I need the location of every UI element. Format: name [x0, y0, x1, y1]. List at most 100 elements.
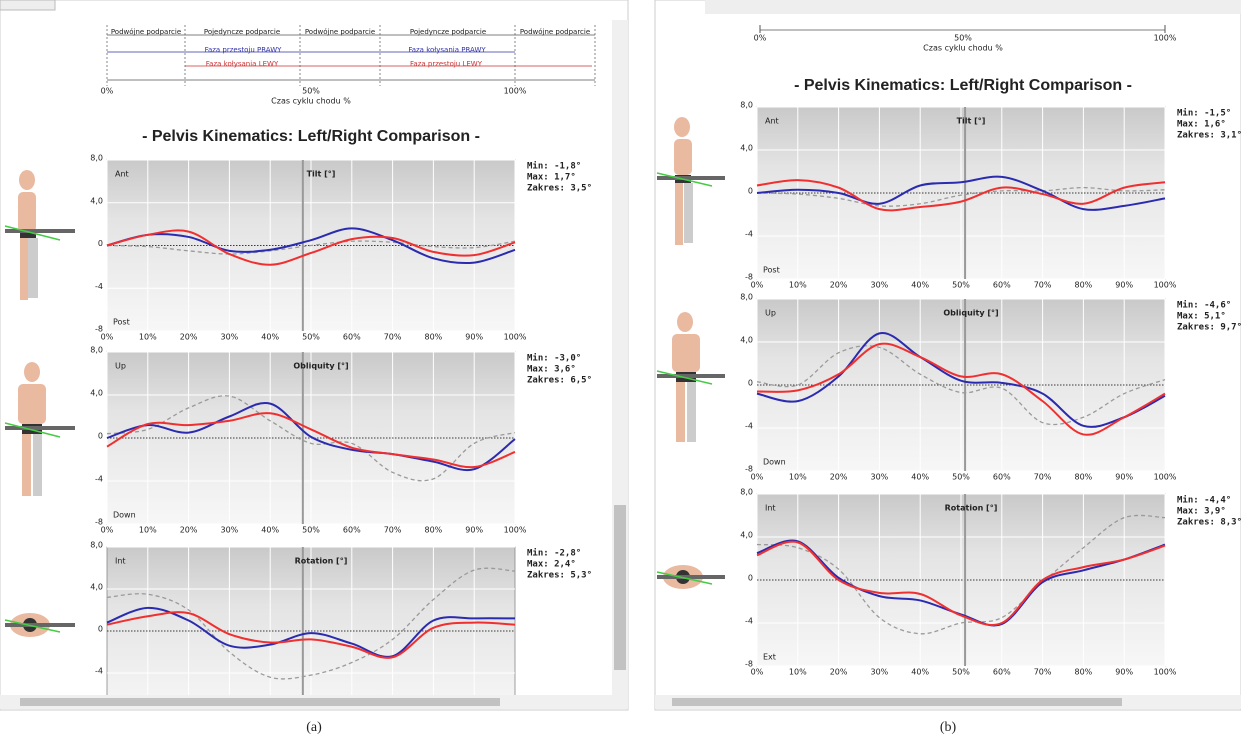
stat-label: Max: 3,9°	[1177, 507, 1226, 517]
direction-label: Int	[115, 557, 126, 566]
cycle-tick: 50%	[954, 34, 972, 43]
stat-label: Max: 5,1°	[1177, 312, 1226, 322]
stat-label: Max: 1,7°	[527, 173, 576, 183]
direction-label: Down	[763, 458, 786, 467]
direction-label: Post	[763, 266, 780, 275]
x-tick-label: 100%	[504, 333, 527, 342]
y-tick-label: 0	[748, 379, 753, 388]
x-tick-label: 80%	[1075, 668, 1093, 677]
x-tick-label: 20%	[830, 281, 848, 290]
direction-label: Up	[765, 309, 776, 318]
tab[interactable]	[0, 0, 55, 10]
x-tick-label: 20%	[180, 526, 198, 535]
x-tick-label: 70%	[1034, 281, 1052, 290]
x-tick-label: 0%	[101, 526, 114, 535]
x-tick-label: 80%	[425, 526, 443, 535]
x-tick-label: 90%	[1115, 473, 1133, 482]
chart-title: Obliquity [°]	[943, 309, 998, 318]
x-tick-label: 30%	[871, 281, 889, 290]
y-tick-label: -8	[95, 518, 103, 527]
x-tick-label: 40%	[911, 281, 929, 290]
direction-label: Ext	[763, 653, 776, 662]
phase-label: Faza kołysania LEWY	[206, 60, 279, 68]
x-tick-label: 0%	[751, 668, 764, 677]
stat-label: Zakres: 5,3°	[527, 571, 592, 581]
x-tick-label: 40%	[261, 526, 279, 535]
cycle-tick: 100%	[504, 87, 527, 96]
panel-title: - Pelvis Kinematics: Left/Right Comparis…	[142, 128, 480, 145]
chart-title: Obliquity [°]	[293, 362, 348, 371]
stat-label: Zakres: 8,3°	[1177, 518, 1241, 528]
direction-label: Ant	[765, 117, 779, 126]
x-tick-label: 50%	[302, 333, 320, 342]
stat-label: Zakres: 6,5°	[527, 376, 592, 386]
x-tick-label: 30%	[871, 668, 889, 677]
scroll-thumb[interactable]	[672, 698, 1122, 706]
y-tick-label: 4,0	[90, 583, 103, 592]
y-tick-label: 4,0	[90, 196, 103, 205]
x-tick-label: 10%	[789, 473, 807, 482]
y-tick-label: -4	[745, 422, 753, 431]
x-tick-label: 70%	[384, 333, 402, 342]
x-tick-label: 100%	[1154, 473, 1177, 482]
y-tick-label: 0	[748, 187, 753, 196]
y-tick-label: 8,0	[90, 154, 103, 163]
y-tick-label: 8,0	[740, 101, 753, 110]
x-tick-label: 80%	[425, 333, 443, 342]
x-tick-label: 50%	[302, 526, 320, 535]
direction-label: Int	[765, 504, 776, 513]
x-tick-label: 90%	[465, 526, 483, 535]
y-tick-label: 4,0	[740, 531, 753, 540]
cycle-tick: 0%	[754, 34, 767, 43]
panel-title: - Pelvis Kinematics: Left/Right Comparis…	[794, 77, 1132, 94]
x-tick-label: 30%	[221, 526, 239, 535]
x-tick-label: 90%	[1115, 281, 1133, 290]
y-tick-label: 0	[98, 432, 103, 441]
x-tick-label: 60%	[993, 668, 1011, 677]
y-tick-label: 0	[98, 239, 103, 248]
stat-label: Min: -4,4°	[1177, 495, 1231, 506]
cycle-tick: 50%	[302, 87, 320, 96]
stat-label: Zakres: 3,1°	[1177, 131, 1241, 141]
x-tick-label: 20%	[830, 668, 848, 677]
cycle-tick: 100%	[1154, 34, 1177, 43]
x-tick-label: 10%	[789, 281, 807, 290]
x-tick-label: 50%	[952, 473, 970, 482]
figure: Podwójne podparcie Pojedyncze podparcie …	[0, 0, 1241, 745]
x-tick-label: 100%	[1154, 668, 1177, 677]
y-tick-label: -8	[745, 465, 753, 474]
x-tick-label: 80%	[1075, 281, 1093, 290]
x-tick-label: 0%	[101, 333, 114, 342]
scroll-thumb[interactable]	[20, 698, 500, 706]
x-tick-label: 40%	[261, 333, 279, 342]
caption: (b)	[940, 720, 957, 735]
x-tick-label: 30%	[221, 333, 239, 342]
y-tick-label: 0	[748, 574, 753, 583]
cycle-axis-label: Czas cyklu chodu %	[923, 44, 1003, 53]
direction-label: Ant	[115, 170, 129, 179]
x-tick-label: 100%	[1154, 281, 1177, 290]
x-tick-label: 10%	[139, 333, 157, 342]
phase-label: Pojedyncze podparcie	[204, 28, 280, 36]
scroll-thumb[interactable]	[614, 505, 626, 670]
phase-label: Faza kołysania PRAWY	[408, 46, 486, 54]
y-tick-label: 8,0	[740, 293, 753, 302]
x-tick-label: 10%	[139, 526, 157, 535]
y-tick-label: 4,0	[740, 336, 753, 345]
y-tick-label: -4	[745, 617, 753, 626]
y-tick-label: 0	[98, 625, 103, 634]
x-tick-label: 50%	[952, 668, 970, 677]
phase-label: Podwójne podparcie	[305, 28, 375, 36]
x-tick-label: 30%	[871, 473, 889, 482]
x-tick-label: 80%	[1075, 473, 1093, 482]
y-tick-label: -4	[95, 282, 103, 291]
stat-label: Min: -1,8°	[527, 161, 581, 172]
phase-label: Pojedyncze podparcie	[410, 28, 486, 36]
x-tick-label: 0%	[751, 281, 764, 290]
x-tick-label: 60%	[993, 281, 1011, 290]
cycle-axis-label: Czas cyklu chodu %	[271, 97, 351, 106]
y-tick-label: 4,0	[740, 144, 753, 153]
caption: (a)	[306, 720, 322, 735]
stat-label: Min: -1,5°	[1177, 108, 1231, 119]
y-tick-label: 4,0	[90, 389, 103, 398]
